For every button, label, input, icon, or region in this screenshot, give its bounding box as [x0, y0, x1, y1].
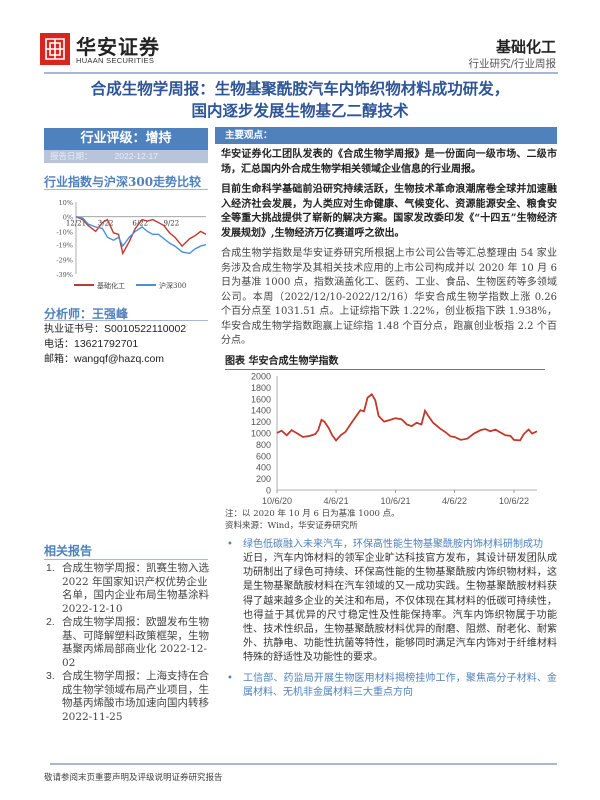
x-tick-label: 6/22 — [132, 220, 148, 228]
legend-label: 基础化工 — [97, 281, 125, 290]
analyst-contact: 执业证书号：S0010522110002 电话：13621792701 邮箱：w… — [44, 322, 186, 367]
x-tick-label: 4/6/21 — [324, 496, 349, 506]
item-text: 合成生物学周报：凯赛生物入选 2022 年国家知识产权优势企业名单，国内企业布局… — [62, 562, 209, 615]
logo-english: HUAAN SECURITIES — [76, 56, 155, 65]
bullet-heading-2: 工信部、药监局开展生物医用材料揭榜挂帅工作，聚焦高分子材料、金属材料、无机非金属… — [227, 672, 557, 701]
y-tick-label: 1200 — [251, 417, 271, 427]
item-number: 2. — [46, 616, 55, 628]
footer-divider — [50, 763, 557, 765]
industry-rating: 行业评级：增持 — [44, 128, 208, 150]
y-tick-label: -39% — [56, 271, 73, 279]
y-tick-label: 1600 — [251, 394, 271, 404]
item-text: 合成生物学周报：上海支持在合成生物学领域布局产业项目，生物基丙烯酸市场加速向国内… — [62, 670, 209, 723]
bullet-body-1: 近日，汽车内饰材料的领军企业旷达科技官方发布，其设计研发团队成功研制出了绿色可持… — [243, 553, 557, 664]
key-points-header: 主要观点： — [215, 127, 557, 144]
analyst-name: 分析师：王强峰 — [44, 307, 129, 321]
y-tick-label: 200 — [256, 474, 271, 484]
divider — [44, 320, 208, 321]
index-chart-title: 图表 华安合成生物学指数 — [225, 355, 545, 370]
x-tick-label: 10/6/21 — [380, 496, 410, 506]
y-tick-label: 1400 — [251, 405, 271, 415]
item-number: 1. — [46, 562, 55, 574]
logo-emblem-icon — [40, 33, 70, 65]
y-tick-label: -10% — [56, 228, 73, 236]
report-date: 2022-12-17 — [114, 151, 158, 161]
title-line-1: 合成生物学周报：生物基聚酰胺汽车内饰织物材料成功研发， — [90, 79, 510, 98]
company-logo: 华安证券 HUAAN SECURITIES — [40, 31, 182, 67]
related-report-item[interactable]: 2. 合成生物学周报：欧盟发布生物基、可降解塑料政策框架，生物基聚丙烯局部商业化 … — [44, 616, 209, 670]
sector-label: 基础化工 — [495, 38, 556, 56]
item-number: 3. — [46, 670, 55, 682]
y-tick-label: 1800 — [251, 382, 271, 392]
index-line — [276, 392, 538, 442]
series-line-chem — [75, 216, 207, 256]
y-tick-label: 800 — [256, 439, 271, 449]
note-text: 注：以 2020 年 10 月 6 日为基准 1000 点。 — [225, 508, 400, 519]
legend-label: 沪深300 — [159, 281, 186, 290]
y-tick-label: -19% — [56, 242, 73, 250]
y-tick-label: 10% — [59, 199, 73, 207]
related-report-item[interactable]: 1. 合成生物学周报：凯赛生物入选 2022 年国家知识产权优势企业名单，国内企业… — [44, 562, 209, 616]
y-tick-label: 2000 — [251, 371, 271, 381]
related-report-item[interactable]: 3. 合成生物学周报：上海支持在合成生物学领域布局产业项目，生物基丙烯酸市场加速向… — [44, 670, 209, 724]
report-date-bar: 报告日期： 2022-12-17 — [44, 150, 208, 163]
title-line-2: 国内逐步发展生物基乙二醇技术 — [191, 101, 409, 120]
x-tick-label: 12/21 — [66, 220, 86, 228]
related-reports-title: 相关报告 — [44, 544, 93, 558]
doc-type: 行业研究/行业周报 — [468, 58, 556, 70]
intro-paragraph: 华安证券化工团队发表的《合成生物学周报》是一份面向一级市场、二级市场，汇总国内外… — [221, 149, 557, 175]
email-link[interactable]: wangqf@hazq.com — [74, 353, 165, 365]
header-divider — [44, 72, 558, 74]
email-label: 邮箱： — [44, 354, 74, 365]
license-number: S0010522110002 — [104, 323, 187, 335]
divider — [44, 189, 208, 190]
phone-label: 电话： — [44, 339, 74, 350]
y-tick-label: -29% — [56, 256, 73, 264]
comparison-chart-title: 行业指数与沪深300走势比较 — [44, 175, 202, 189]
main-column: 主要观点： 华安证券化工团队发表的《合成生物学周报》是一份面向一级市场、二级市场… — [215, 127, 557, 701]
y-tick-label: 0 — [266, 485, 271, 495]
comparison-chart: 10% 0% -10% -19% -29% -39% 12/21 3/22 6/22 9/22 基础… — [56, 199, 207, 290]
x-tick-label: 10/6/20 — [262, 496, 292, 506]
license-label: 执业证书号： — [44, 324, 104, 335]
source-text: 资料来源：Wind，华安证券研究所 — [225, 520, 358, 531]
y-tick-label: 1000 — [251, 428, 271, 438]
footer-disclaimer: 敬请参阅末页重要声明及评级说明证券研究报告 — [44, 773, 223, 783]
y-tick-label: 400 — [256, 462, 271, 472]
x-tick-label: 10/6/22 — [499, 496, 529, 506]
x-tick-label: 4/6/22 — [442, 496, 467, 506]
y-tick-label: 0% — [63, 214, 73, 222]
phone-number: 13621792701 — [74, 338, 139, 350]
background-paragraph: 目前生命科学基础前沿研究持续活跃，生物技术革命浪潮席卷全球并加速融入经济社会发展… — [221, 184, 557, 239]
index-paragraph: 合成生物学指数是华安证券研究所根据上市公司公告等汇总整理由 54 家业务涉及合成… — [221, 248, 557, 346]
related-reports-list: 1. 合成生物学周报：凯赛生物入选 2022 年国家知识产权优势企业名单，国内企业… — [44, 562, 209, 724]
logo-name: 华安证券 — [76, 35, 160, 59]
x-tick-label: 3/22 — [98, 220, 114, 228]
y-tick-label: 600 — [256, 451, 271, 461]
chart-note: 注：以 2020 年 10 月 6 日为基准 1000 点。 资料来源：Wind… — [225, 508, 557, 532]
item-text: 合成生物学周报：欧盟发布生物基、可降解塑料政策框架，生物基聚丙烯局部商业化 20… — [62, 616, 209, 669]
divider — [44, 559, 208, 560]
x-tick-label: 9/22 — [163, 220, 179, 228]
series-line-hs300 — [75, 216, 207, 255]
report-title: 合成生物学周报：生物基聚酰胺汽车内饰织物材料成功研发， 国内逐步发展生物基乙二醇… — [40, 78, 560, 122]
date-label: 报告日期： — [50, 152, 93, 162]
bullet-heading-1: 绿色低碳融入未来汽车，环保高性能生物基聚酰胺内饰材料研制成功 — [227, 538, 557, 553]
